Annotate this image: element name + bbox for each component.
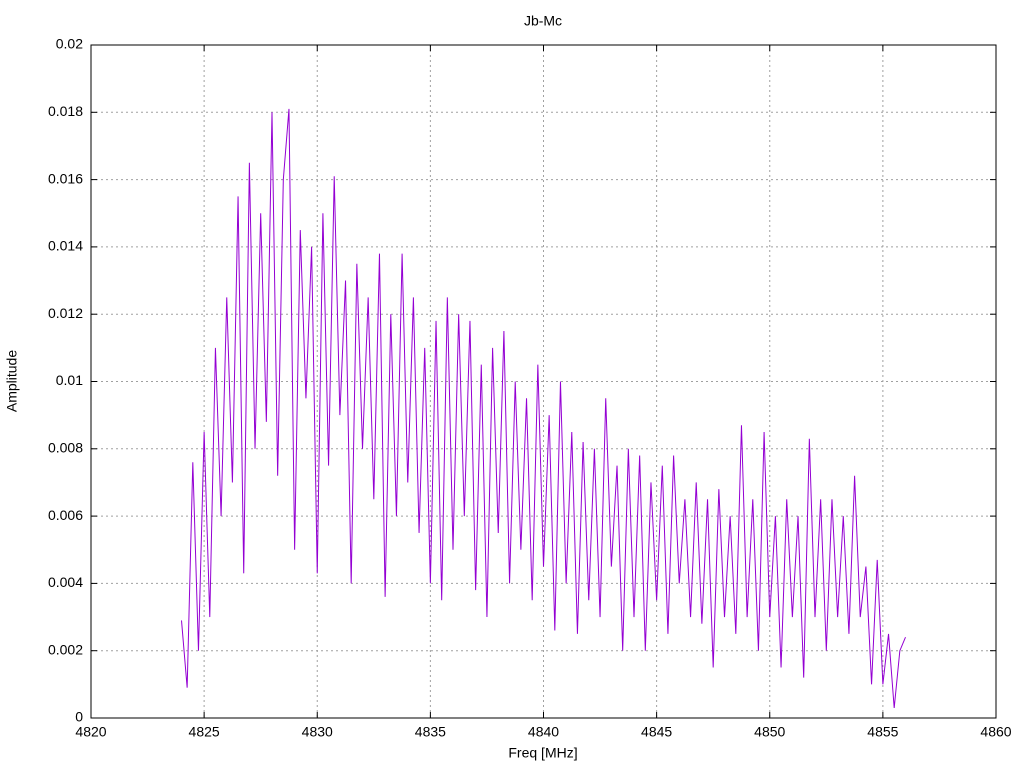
x-tick-label: 4855: [867, 724, 898, 740]
y-tick-label: 0: [75, 709, 83, 725]
x-tick-label: 4850: [754, 724, 785, 740]
y-tick-label: 0.006: [48, 507, 83, 523]
x-tick-label: 4845: [641, 724, 672, 740]
x-tick-label: 4825: [189, 724, 220, 740]
y-tick-label: 0.02: [56, 36, 83, 52]
plot-border: [90, 44, 997, 719]
y-axis-label: Amplitude: [4, 350, 20, 412]
y-tick-label: 0.008: [48, 440, 83, 456]
x-tick-label: 4860: [980, 724, 1011, 740]
x-axis-label: Freq [MHz]: [508, 745, 577, 761]
y-tick-label: 0.004: [48, 574, 83, 590]
y-tick-label: 0.012: [48, 305, 83, 321]
data-line: [181, 108, 906, 708]
chart-title: Jb-Mc: [524, 13, 562, 29]
y-tick-label: 0.01: [56, 372, 83, 388]
y-tick-label: 0.018: [48, 103, 83, 119]
x-tick-label: 4820: [75, 724, 106, 740]
y-tick-label: 0.016: [48, 170, 83, 186]
x-tick-label: 4840: [528, 724, 559, 740]
y-tick-label: 0.014: [48, 238, 83, 254]
x-tick-label: 4835: [415, 724, 446, 740]
y-tick-label: 0.002: [48, 641, 83, 657]
x-tick-label: 4830: [302, 724, 333, 740]
